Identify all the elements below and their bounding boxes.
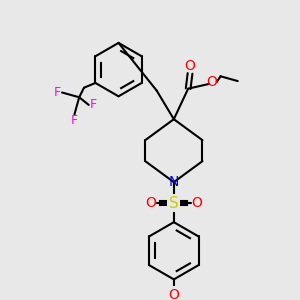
Text: F: F <box>71 114 78 127</box>
Text: O: O <box>184 59 196 73</box>
Text: N: N <box>169 175 179 189</box>
Text: O: O <box>191 196 202 210</box>
Text: S: S <box>169 196 179 211</box>
Text: F: F <box>90 98 97 111</box>
Text: O: O <box>168 288 179 300</box>
Text: O: O <box>146 196 156 210</box>
Text: O: O <box>206 75 218 89</box>
Text: F: F <box>54 86 61 99</box>
